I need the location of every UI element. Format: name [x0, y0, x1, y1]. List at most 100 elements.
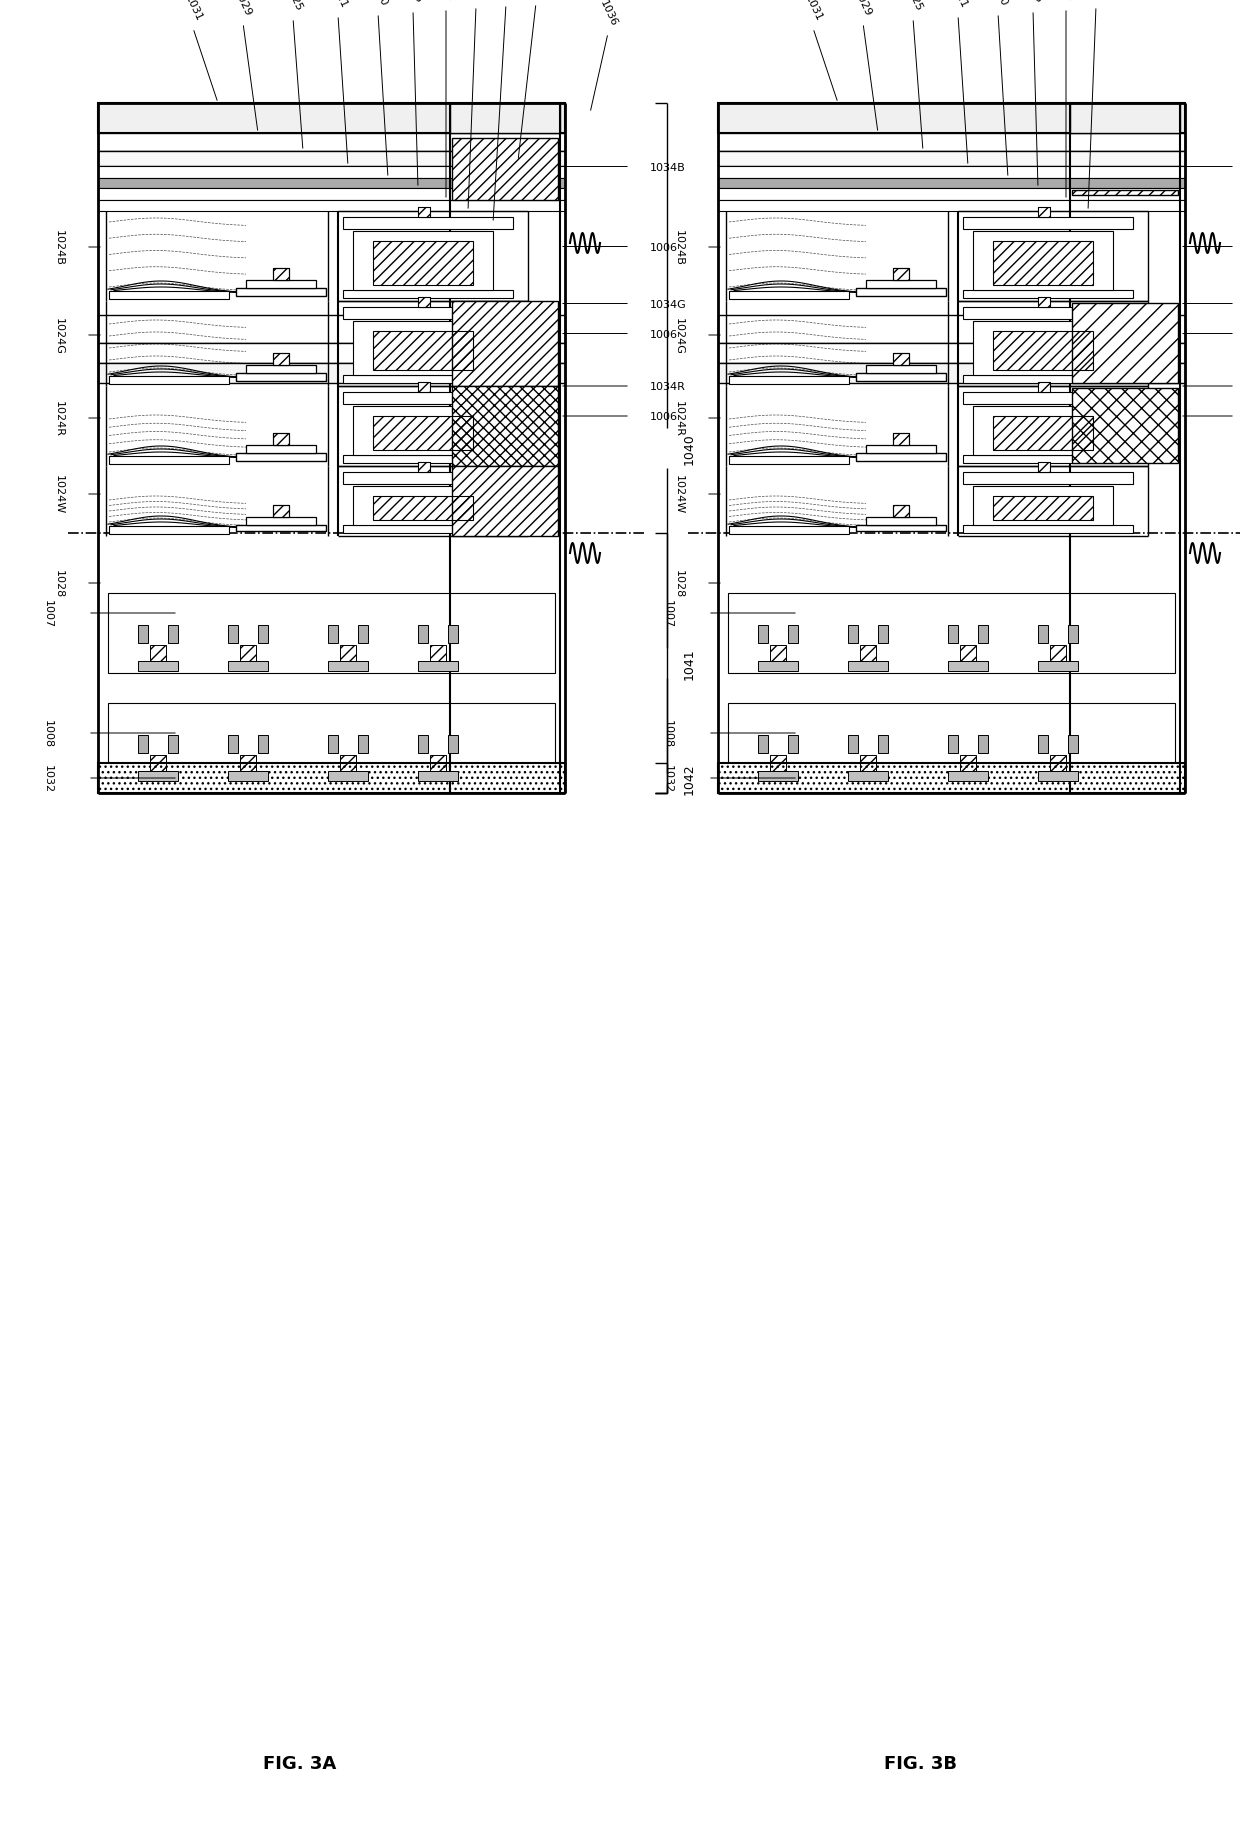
- Bar: [973, 323, 1114, 376]
- Bar: [718, 365, 1185, 385]
- Bar: [98, 365, 565, 385]
- Bar: [718, 168, 1185, 179]
- Bar: [258, 736, 268, 753]
- Text: 1020: 1020: [367, 0, 388, 7]
- Bar: [343, 472, 513, 485]
- Text: 1008: 1008: [43, 720, 53, 747]
- Bar: [866, 518, 936, 525]
- Bar: [718, 104, 1185, 133]
- Bar: [329, 662, 368, 671]
- Text: 1007: 1007: [663, 600, 673, 627]
- Bar: [108, 704, 556, 784]
- Bar: [729, 377, 849, 385]
- Bar: [1070, 104, 1180, 133]
- Bar: [418, 208, 430, 219]
- Bar: [167, 736, 179, 753]
- Text: 1021: 1021: [327, 0, 348, 9]
- Bar: [1038, 463, 1050, 472]
- Bar: [343, 219, 513, 230]
- Bar: [98, 201, 565, 211]
- Bar: [246, 447, 316, 454]
- Text: 1007: 1007: [43, 600, 53, 627]
- Text: 1025: 1025: [283, 0, 304, 13]
- Bar: [1038, 297, 1050, 308]
- Bar: [430, 755, 446, 771]
- Bar: [236, 374, 326, 381]
- Bar: [787, 625, 799, 644]
- Bar: [856, 288, 946, 297]
- Bar: [960, 645, 976, 662]
- Bar: [273, 505, 289, 518]
- Text: 1006: 1006: [650, 242, 678, 252]
- Text: 1024G: 1024G: [55, 317, 64, 354]
- Bar: [150, 755, 166, 771]
- Bar: [728, 704, 1176, 784]
- Bar: [340, 645, 356, 662]
- Bar: [848, 771, 888, 782]
- Bar: [343, 376, 513, 385]
- Bar: [993, 417, 1092, 450]
- Bar: [273, 354, 289, 366]
- Text: 1040: 1040: [683, 432, 696, 465]
- Bar: [973, 407, 1114, 456]
- Bar: [758, 625, 768, 644]
- Bar: [978, 736, 988, 753]
- Text: 1021: 1021: [947, 0, 968, 9]
- Bar: [418, 463, 430, 472]
- Bar: [1050, 645, 1066, 662]
- Bar: [228, 736, 238, 753]
- Text: 1024W: 1024W: [55, 476, 64, 514]
- Text: 1020: 1020: [987, 0, 1008, 7]
- Bar: [329, 771, 368, 782]
- Text: 1028: 1028: [55, 569, 64, 598]
- Bar: [718, 179, 1185, 190]
- Bar: [343, 456, 513, 463]
- Bar: [963, 308, 1133, 319]
- Bar: [448, 736, 458, 753]
- Bar: [343, 308, 513, 319]
- Bar: [109, 527, 229, 534]
- Bar: [866, 281, 936, 288]
- Bar: [109, 377, 229, 385]
- Bar: [718, 151, 1185, 168]
- Text: 1024R: 1024R: [675, 401, 684, 438]
- Bar: [848, 625, 858, 644]
- Text: 1006: 1006: [650, 412, 678, 421]
- Bar: [1038, 463, 1050, 472]
- Bar: [236, 288, 326, 297]
- Bar: [856, 525, 946, 532]
- Bar: [861, 755, 875, 771]
- Bar: [273, 354, 289, 366]
- Bar: [138, 771, 179, 782]
- Bar: [98, 764, 565, 793]
- Text: 1034B: 1034B: [650, 162, 686, 173]
- Text: 1024W: 1024W: [675, 476, 684, 514]
- Text: 1032: 1032: [663, 764, 673, 793]
- Bar: [450, 104, 560, 133]
- Bar: [729, 458, 849, 465]
- Bar: [1050, 755, 1066, 771]
- Bar: [109, 458, 229, 465]
- Bar: [718, 201, 1185, 211]
- Text: 1003: 1003: [1023, 0, 1043, 5]
- Bar: [418, 662, 458, 671]
- Text: 1029: 1029: [232, 0, 253, 18]
- Bar: [98, 315, 565, 345]
- Bar: [893, 354, 909, 366]
- Bar: [273, 434, 289, 447]
- Bar: [273, 268, 289, 281]
- Bar: [373, 332, 472, 370]
- Bar: [373, 242, 472, 286]
- Bar: [98, 168, 565, 179]
- Bar: [949, 662, 988, 671]
- Bar: [1038, 383, 1050, 392]
- Bar: [418, 208, 430, 219]
- Bar: [1038, 208, 1050, 219]
- Text: 1002: 1002: [1055, 0, 1076, 4]
- Bar: [138, 736, 148, 753]
- Bar: [893, 354, 909, 366]
- Bar: [963, 525, 1133, 534]
- Bar: [960, 755, 976, 771]
- Bar: [228, 771, 268, 782]
- Bar: [963, 376, 1133, 385]
